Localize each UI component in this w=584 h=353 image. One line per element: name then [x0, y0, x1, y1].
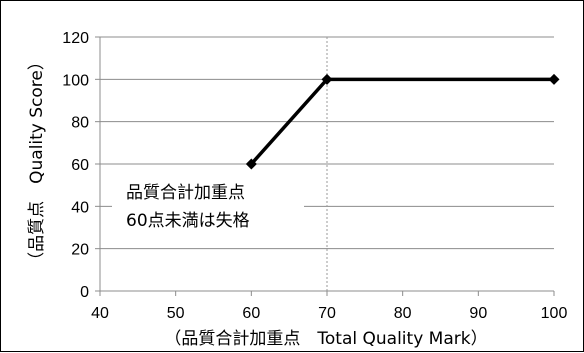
- y-tick-label-40: 40: [71, 199, 89, 216]
- annotation-line-1: 品質合計加重点: [126, 183, 245, 203]
- data-point-70-100: [321, 73, 333, 85]
- data-point-60-60: [245, 158, 257, 170]
- x-tick-label-60: 60: [242, 305, 260, 322]
- x-tick-label-50: 50: [167, 305, 185, 322]
- data-series: [245, 73, 560, 170]
- x-tick-label-70: 70: [318, 305, 336, 322]
- axes: [95, 36, 555, 296]
- y-tick-labels: 0 20 40 60 80 100 120: [62, 30, 89, 301]
- y-tick-label-120: 120: [62, 30, 89, 47]
- y-tick-label-80: 80: [71, 115, 89, 132]
- x-tick-label-90: 90: [469, 305, 487, 322]
- annotation-line-2: 60点未満は失格: [126, 211, 250, 231]
- annotation-box: [112, 175, 304, 239]
- y-tick-label-0: 0: [80, 284, 89, 301]
- x-axis-title: （品質合計加重点 Total Quality Mark）: [164, 329, 487, 349]
- y-tick-label-60: 60: [71, 157, 89, 174]
- x-tick-label-40: 40: [91, 305, 109, 322]
- y-axis-title: （品質点 Quality Score）: [27, 53, 47, 269]
- y-tick-label-20: 20: [71, 242, 89, 259]
- y-tick-label-100: 100: [62, 72, 89, 89]
- x-tick-label-80: 80: [394, 305, 412, 322]
- x-tick-label-100: 100: [541, 305, 568, 322]
- x-tick-labels: 40 50 60 70 80 90 100: [91, 305, 567, 322]
- data-point-100-100: [548, 73, 560, 85]
